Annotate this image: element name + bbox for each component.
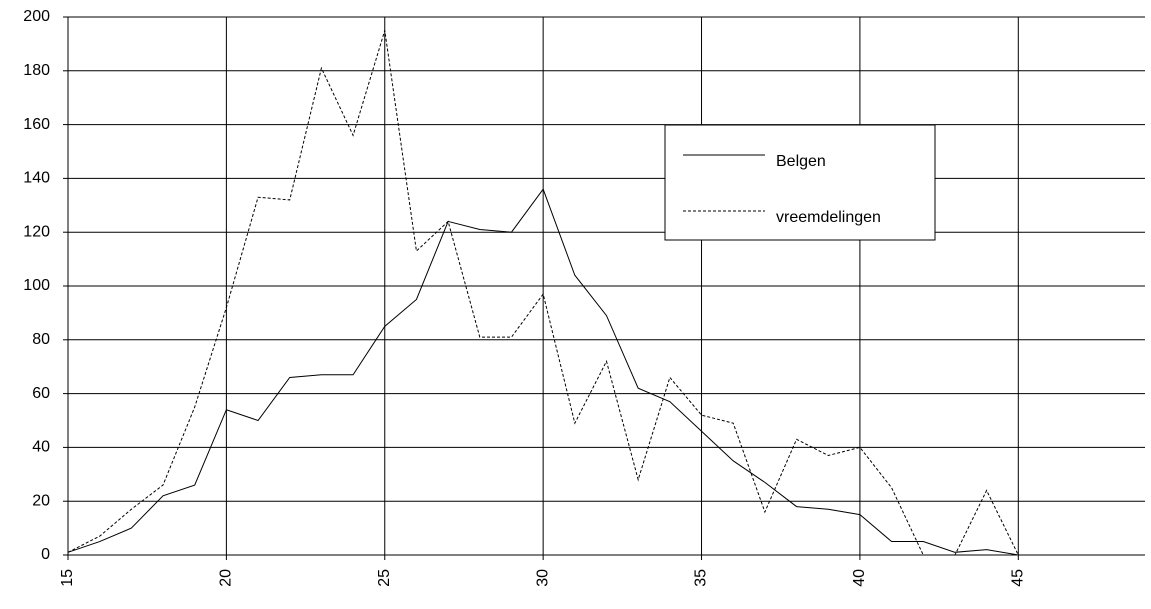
y-tick-label: 200	[23, 8, 50, 25]
y-tick-label: 0	[41, 546, 50, 563]
y-tick-label: 40	[32, 439, 50, 456]
y-tick-label: 80	[32, 331, 50, 348]
legend-label: Belgen	[776, 153, 826, 170]
x-tick-label: 40	[851, 569, 868, 587]
y-tick-label: 140	[23, 170, 50, 187]
y-tick-label: 20	[32, 492, 50, 509]
x-tick-label: 25	[376, 569, 393, 587]
legend: Belgen vreemdelingen	[664, 124, 936, 241]
y-tick-label: 60	[32, 385, 50, 402]
y-tick-label: 100	[23, 277, 50, 294]
x-tick-label: 35	[693, 569, 710, 587]
x-tick-label: 20	[218, 569, 235, 587]
y-tick-label: 160	[23, 116, 50, 133]
legend-label: vreemdelingen	[776, 209, 881, 226]
x-tick-label: 15	[59, 569, 76, 587]
legend-box	[664, 124, 936, 241]
x-tick-label: 45	[1010, 569, 1027, 587]
data-line	[67, 188, 1145, 556]
x-tick-label: 30	[534, 569, 551, 587]
y-tick-label: 180	[23, 62, 50, 79]
y-tick-label: 120	[23, 223, 50, 240]
data-line	[67, 30, 1145, 556]
